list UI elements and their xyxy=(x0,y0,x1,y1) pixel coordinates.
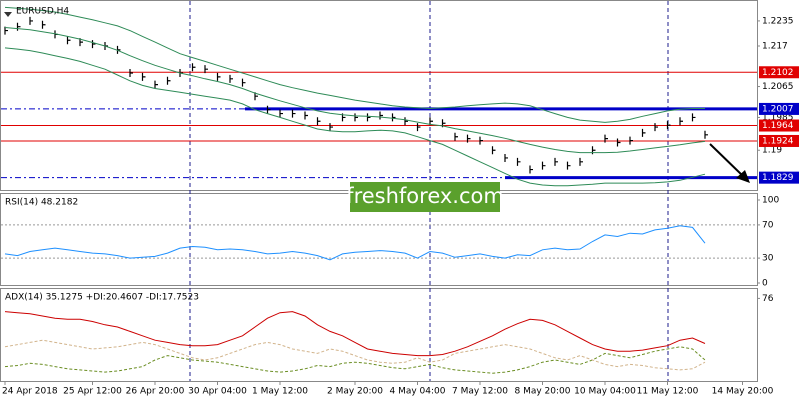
x-tick-label: 8 May 20:00 xyxy=(515,387,571,397)
rsi-label: RSI(14) 48.2182 xyxy=(5,198,78,208)
price-bar xyxy=(329,123,333,132)
price-bar xyxy=(604,134,608,143)
adx-panel xyxy=(0,288,758,382)
arrow-shaft xyxy=(709,143,745,178)
level-label-box xyxy=(759,119,799,132)
price-bar xyxy=(466,134,471,143)
x-tick-label: 24 Apr 2018 xyxy=(2,387,58,397)
price-bar xyxy=(204,65,208,74)
price-bar xyxy=(616,138,621,147)
level-label: 1.1924 xyxy=(762,136,794,146)
price-bar xyxy=(216,72,221,81)
price-bar xyxy=(166,76,171,85)
price-bar xyxy=(541,161,546,170)
x-tick-label: 2 May 20:00 xyxy=(327,387,383,397)
y-tick-label: 70 xyxy=(762,220,774,230)
price-bar xyxy=(679,117,683,126)
y-tick-label: 1.2235 xyxy=(762,16,794,26)
price-bar xyxy=(16,22,21,31)
y-tick-label: 0 xyxy=(762,279,768,289)
price-bar xyxy=(491,146,496,155)
price-bar xyxy=(516,157,521,166)
level-label: 1.2102 xyxy=(762,68,794,78)
price-bar xyxy=(129,69,133,78)
arrow-head xyxy=(736,170,750,183)
price-bar xyxy=(354,113,358,122)
x-tick-label: 1 May 12:00 xyxy=(252,387,308,397)
price-bar xyxy=(654,123,658,132)
y-tick-label: 1.1985 xyxy=(762,113,794,123)
level-label: 1.1964 xyxy=(762,121,794,131)
price-bar xyxy=(629,136,633,145)
y-tick-label: 1.19 xyxy=(762,146,782,156)
series-line xyxy=(4,346,706,374)
price-bar xyxy=(566,161,571,170)
price-bar xyxy=(316,117,321,126)
level-label-box xyxy=(759,134,799,147)
y-tick-label: 1.217 xyxy=(762,42,788,52)
price-bar xyxy=(91,40,96,49)
price-bar xyxy=(529,165,533,174)
x-tick-label: 7 May 12:00 xyxy=(452,387,508,397)
price-bar xyxy=(304,111,308,120)
price-bar xyxy=(691,113,696,122)
price-bar xyxy=(279,109,283,118)
x-tick-label: 10 May 04:00 xyxy=(574,387,636,397)
price-bar xyxy=(366,113,371,122)
series-line xyxy=(4,311,706,357)
y-tick-label: 30 xyxy=(762,254,774,264)
price-bar xyxy=(479,136,483,145)
x-tick-label: 4 May 04:00 xyxy=(390,387,446,397)
watermark-box xyxy=(350,182,500,212)
series-line xyxy=(4,339,706,371)
price-bar xyxy=(191,63,196,72)
price-bar xyxy=(29,16,33,25)
price-bar xyxy=(66,36,71,45)
price-bar xyxy=(241,78,246,87)
x-tick-label: 25 Apr 12:00 xyxy=(63,387,122,397)
adx-label: ADX(14) 35.1275 +DI:20.4607 -DI:17.7523 xyxy=(5,293,199,303)
series-line xyxy=(4,225,706,261)
price-bar xyxy=(704,130,708,139)
y-tick-label: 76 xyxy=(762,294,774,304)
level-label: 1.2007 xyxy=(762,104,794,114)
price-bar xyxy=(404,117,408,126)
level-label-box xyxy=(759,102,799,115)
x-tick-label: 14 May 20:00 xyxy=(712,387,774,397)
price-bar xyxy=(416,123,421,132)
price-bar xyxy=(291,109,296,118)
price-bar xyxy=(391,113,396,122)
y-tick-label: 1.2065 xyxy=(762,82,794,92)
layer: 1.2235 1.217 1.2065 1.1985 1.19 1.2102 1.2007 1… xyxy=(1,6,799,397)
x-tick-label: 26 Apr 20:00 xyxy=(126,387,185,397)
price-bar xyxy=(666,121,671,130)
price-bar xyxy=(504,153,508,162)
level-label: 1.1829 xyxy=(762,173,794,183)
level-label-box xyxy=(759,171,799,184)
chart-title: EURUSD,H4 xyxy=(16,7,69,17)
price-bar xyxy=(554,157,558,166)
level-label-box xyxy=(759,66,799,79)
price-bar xyxy=(41,20,46,29)
price-bar xyxy=(154,80,158,89)
series-line xyxy=(4,47,706,187)
price-bar xyxy=(641,128,646,137)
x-tick-label: 30 Apr 04:00 xyxy=(188,387,247,397)
x-tick-label: 11 May 12:00 xyxy=(637,387,699,397)
watermark: freshforex.com xyxy=(346,184,504,208)
series-line xyxy=(4,6,705,123)
price-bar xyxy=(141,72,146,81)
price-bar xyxy=(454,132,458,141)
price-bar xyxy=(266,105,271,114)
price-bar xyxy=(379,111,383,120)
price-bar xyxy=(229,74,233,83)
y-tick-label: 100 xyxy=(762,196,779,206)
symbol-icon xyxy=(4,12,12,17)
price-bar xyxy=(579,157,583,166)
series-line xyxy=(4,27,706,154)
